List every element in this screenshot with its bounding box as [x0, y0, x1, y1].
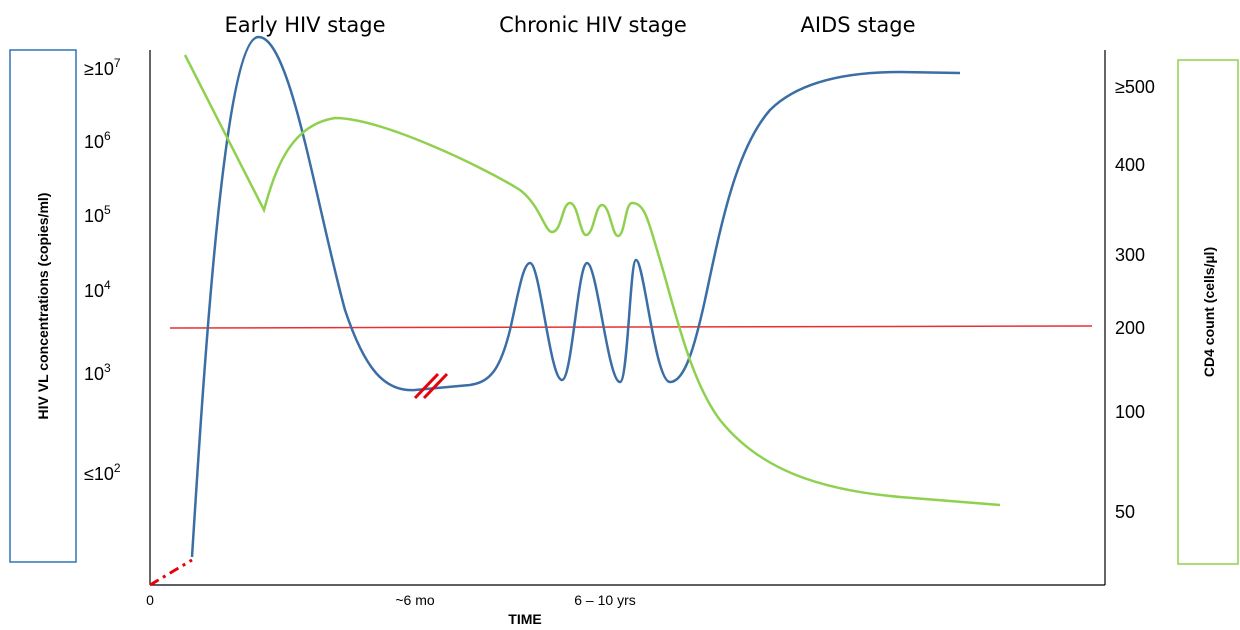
cd4-curve	[183, 54, 1001, 507]
y-tick-label: 106	[84, 129, 111, 152]
x-axis-label: TIME	[508, 611, 541, 627]
y-tick-label: ≥107	[84, 56, 121, 79]
y2-tick-label: 300	[1115, 245, 1145, 265]
y-tick-label: ≤102	[84, 461, 121, 484]
tick-exponent: 5	[104, 203, 111, 217]
x-tick-label: ~6 mo	[395, 592, 435, 608]
tick-base: 10	[84, 281, 104, 301]
tick-exponent: 3	[104, 361, 111, 375]
right-ticks: ≥500 400 300 200 100 50	[1115, 77, 1155, 522]
stage-title: AIDS stage	[800, 13, 915, 37]
left-box	[9, 49, 77, 563]
tick-base: ≥10	[84, 59, 114, 79]
y-tick-label: 104	[84, 278, 111, 301]
x-tick-label: 0	[146, 592, 154, 608]
left-axis-label: HIV VL concentrations (copies/ml)	[35, 193, 51, 420]
tick-base: 10	[84, 364, 104, 384]
y2-tick-label: 50	[1115, 502, 1135, 522]
tick-exponent: 4	[104, 278, 111, 292]
y2-tick-label: 200	[1115, 318, 1145, 338]
right-box	[1177, 59, 1239, 565]
tick-base: ≤10	[84, 464, 114, 484]
dashed-start	[149, 558, 193, 587]
stage-title: Chronic HIV stage	[499, 13, 687, 37]
tick-exponent: 7	[114, 56, 121, 70]
tick-exponent: 2	[114, 461, 121, 475]
break-mark	[413, 372, 449, 400]
tick-base: 10	[84, 132, 104, 152]
tick-base: 10	[84, 206, 104, 226]
y2-tick-label: 100	[1115, 402, 1145, 422]
viral-load-curve	[190, 35, 961, 558]
right-axis-label: CD4 count (cells/µl)	[1201, 247, 1217, 377]
y-tick-label: 105	[84, 203, 111, 226]
y2-tick-label: 400	[1115, 155, 1145, 175]
y2-tick-label: ≥500	[1115, 77, 1155, 97]
y-tick-label: 103	[84, 361, 111, 384]
threshold-line	[169, 325, 1093, 329]
x-tick-label: 6 – 10 yrs	[574, 592, 635, 608]
tick-exponent: 6	[104, 129, 111, 143]
stage-title: Early HIV stage	[224, 13, 385, 37]
axes	[149, 50, 1106, 586]
